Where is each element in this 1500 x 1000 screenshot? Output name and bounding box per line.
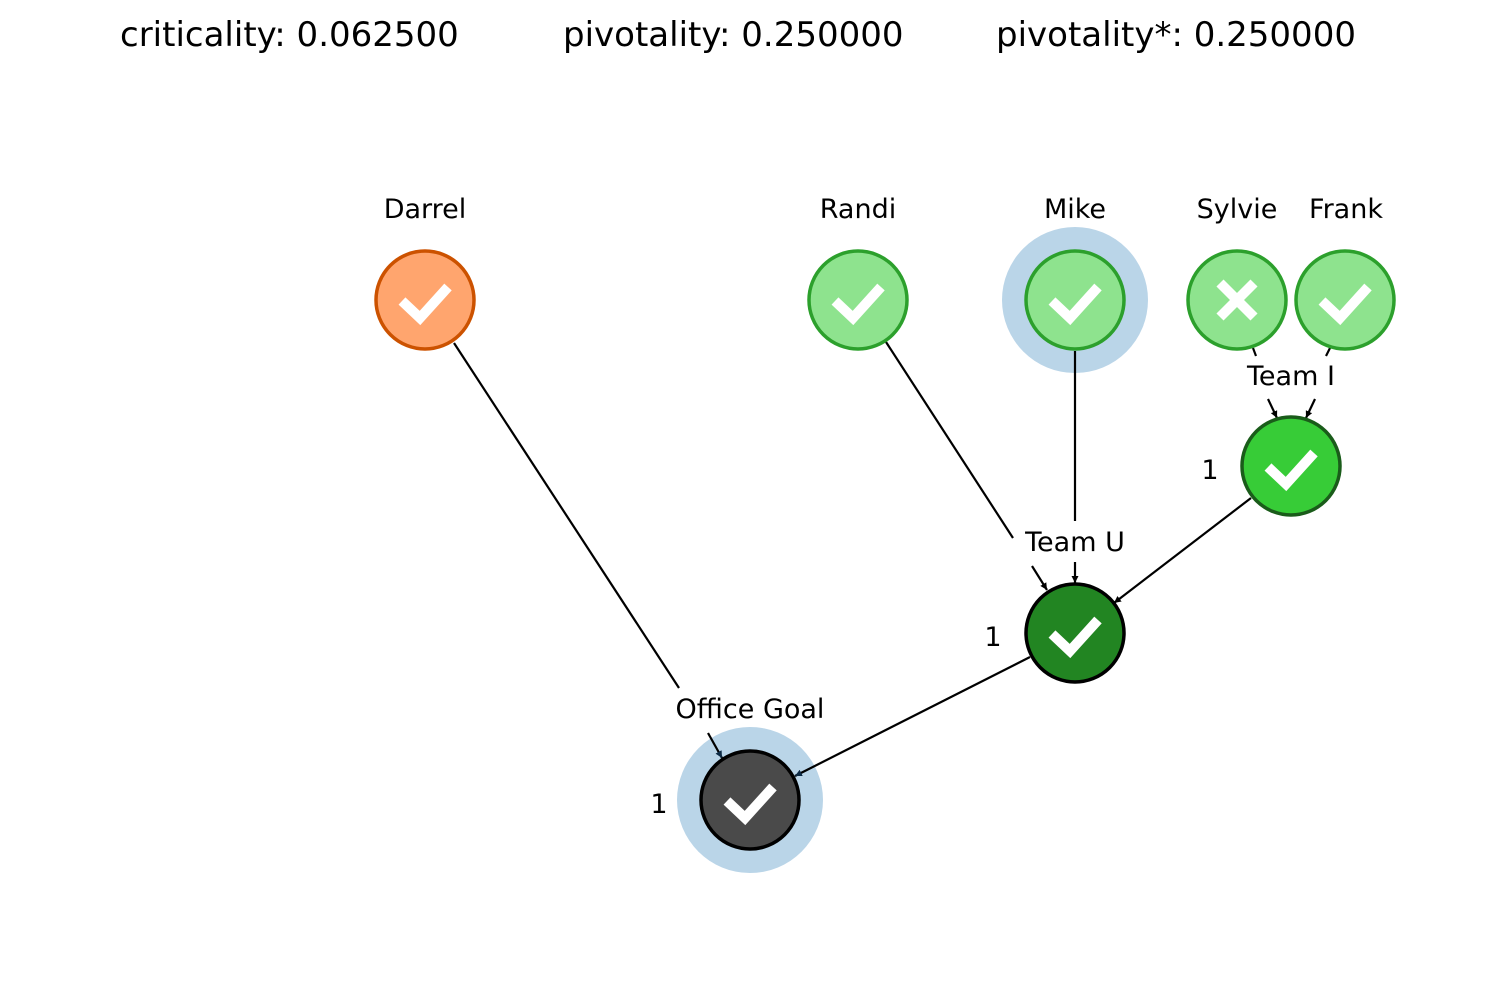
mike-circle: [1024, 249, 1126, 351]
randi-circle: [807, 249, 909, 351]
node-team-i: Team I 1: [1201, 361, 1342, 517]
office-goal-label: Office Goal: [676, 694, 825, 725]
office-goal-threshold: 1: [650, 789, 667, 820]
edge-darrel-office-goal: [453, 342, 680, 689]
check-icon: [831, 283, 885, 326]
edges: [453, 341, 1331, 777]
team-i-threshold: 1: [1201, 455, 1218, 486]
darrel-label: Darrel: [384, 194, 467, 225]
node-team-u: Team U 1: [984, 527, 1126, 684]
check-icon: [1264, 449, 1318, 492]
edge-darrel-office-goal-tip: [707, 732, 723, 759]
edge-sylvie-team-i-tip: [1267, 398, 1278, 419]
team-i-circle: [1240, 415, 1342, 517]
team-u-label: Team U: [1024, 527, 1125, 558]
team-i-label: Team I: [1246, 361, 1335, 392]
randi-label: Randi: [820, 194, 896, 225]
edge-sylvie-team-i: [1251, 347, 1258, 357]
mike-label: Mike: [1044, 194, 1106, 225]
check-icon: [1318, 283, 1372, 326]
team-u-threshold: 1: [984, 622, 1001, 653]
edge-randi-team-u: [885, 341, 1014, 539]
edge-randi-team-u-tip: [1031, 565, 1048, 591]
check-icon: [1048, 616, 1102, 659]
edge-team-i-team-u: [1113, 497, 1252, 604]
pivotality-text: pivotality: 0.250000: [563, 15, 903, 55]
cross-icon: [1216, 279, 1258, 321]
edge-frank-team-i: [1325, 347, 1331, 357]
node-randi: Randi: [807, 194, 909, 351]
office-goal-circle: [699, 749, 801, 851]
check-icon: [723, 783, 777, 826]
node-darrel: Darrel: [374, 194, 476, 351]
sylvie-label: Sylvie: [1197, 194, 1278, 225]
node-frank: Frank: [1294, 194, 1396, 351]
node-mike: Mike: [1024, 194, 1126, 351]
criticality-text: criticality: 0.062500: [120, 15, 459, 55]
frank-label: Frank: [1309, 194, 1383, 225]
check-icon: [1048, 283, 1102, 326]
node-office-goal: Office Goal 1: [650, 694, 825, 851]
pivotality-star-text: pivotality*: 0.250000: [996, 15, 1356, 55]
check-icon: [398, 283, 452, 326]
team-u-circle: [1024, 582, 1126, 684]
frank-circle: [1294, 249, 1396, 351]
edge-team-u-office-goal: [794, 656, 1031, 777]
edge-frank-team-i-tip: [1305, 398, 1316, 419]
darrel-circle: [374, 249, 476, 351]
node-sylvie: Sylvie: [1186, 194, 1288, 351]
